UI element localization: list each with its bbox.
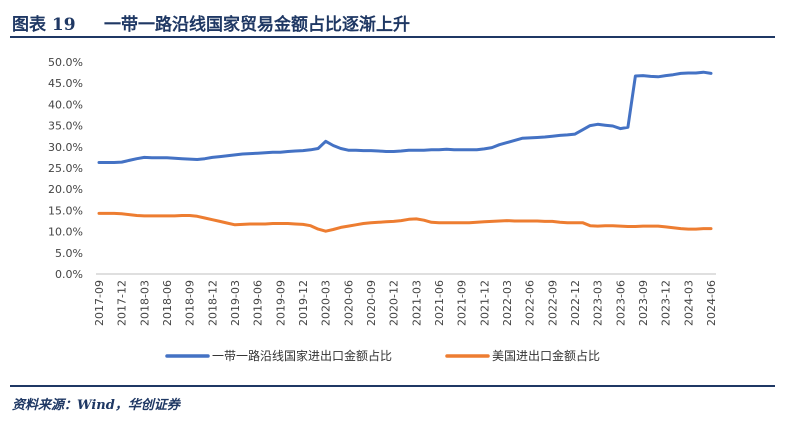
line-chart: 0.0% 5.0% 10.0% 15.0% 20.0% 25.0% 30.0% 35.0% 40…: [48, 56, 718, 363]
y-tick-label: 40.0%: [48, 98, 83, 111]
figure-label: 图表 19: [12, 15, 76, 35]
x-tick-label: 2024-03: [682, 280, 695, 326]
x-tick-label: 2020-06: [342, 280, 355, 326]
y-tick-label: 5.0%: [55, 247, 83, 260]
x-tick-label: 2022-06: [524, 280, 537, 326]
x-tick-label: 2018-09: [184, 280, 197, 326]
y-tick-label: 15.0%: [48, 204, 83, 217]
x-tick-label: 2019-06: [252, 280, 265, 326]
figure-title: 一带一路沿线国家贸易金额占比逐渐上升: [104, 15, 410, 35]
source-note: 资料来源：Wind，华创证券: [12, 398, 180, 413]
x-tick-label: 2018-03: [138, 280, 151, 326]
y-tick-label: 45.0%: [48, 77, 83, 90]
y-tick-label: 0.0%: [55, 268, 83, 281]
figure-header: 图表 19 一带一路沿线国家贸易金额占比逐渐上升: [12, 6, 772, 36]
footer-divider: [10, 385, 775, 387]
legend-label-1: 一带一路沿线国家进出口金额占比: [212, 348, 392, 363]
x-tick-label: 2021-12: [478, 280, 491, 326]
x-tick-label: 2020-03: [320, 280, 333, 326]
x-tick-label: 2017-09: [93, 280, 106, 326]
x-tick-label: 2017-12: [116, 280, 129, 326]
x-tick-label: 2021-09: [456, 280, 469, 326]
y-tick-label: 25.0%: [48, 162, 83, 175]
x-tick-label: 2019-09: [274, 280, 287, 326]
x-tick-label: 2023-06: [614, 280, 627, 326]
x-tick-label: 2021-03: [410, 280, 423, 326]
y-tick-label: 10.0%: [48, 226, 83, 239]
series-line-2: [97, 211, 713, 233]
x-tick-label: 2020-09: [365, 280, 378, 326]
x-tick-label: 2021-06: [433, 280, 446, 326]
x-tick-label: 2023-12: [660, 280, 673, 326]
x-tick-label: 2020-12: [388, 280, 401, 326]
x-tick-label: 2023-09: [637, 280, 650, 326]
y-tick-label: 35.0%: [48, 120, 83, 133]
header-divider: [10, 36, 775, 38]
x-tick-label: 2022-03: [501, 280, 514, 326]
x-tick-label: 2022-09: [546, 280, 559, 326]
x-tick-label: 2018-06: [161, 280, 174, 326]
legend-label-2: 美国进出口金额占比: [492, 348, 600, 363]
y-tick-label: 20.0%: [48, 183, 83, 196]
y-tick-label: 50.0%: [48, 56, 83, 69]
x-tick-label: 2019-12: [297, 280, 310, 326]
y-tick-label: 30.0%: [48, 141, 83, 154]
x-tick-label: 2018-12: [206, 280, 219, 326]
x-tick-label: 2022-12: [569, 280, 582, 326]
x-tick-label: 2024-06: [705, 280, 718, 326]
series-line-1: [97, 70, 713, 164]
x-tick-label: 2023-03: [592, 280, 605, 326]
x-tick-label: 2019-03: [229, 280, 242, 326]
